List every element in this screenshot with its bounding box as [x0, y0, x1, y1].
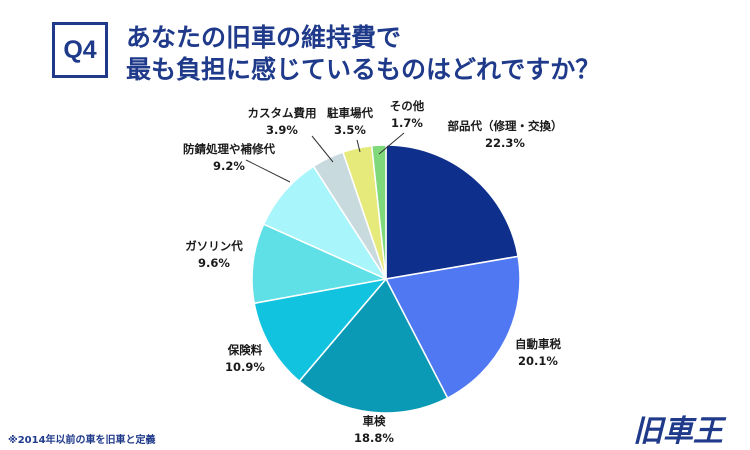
slice-label-1: 部品代（修理・交換）: [448, 119, 563, 133]
pie-slice-1: [385, 144, 519, 280]
slice-value-9: 1.7%: [391, 116, 423, 130]
slice-value-4: 10.9%: [225, 360, 265, 374]
slice-value-2: 20.1%: [518, 354, 558, 368]
pie-slice-5: [251, 223, 389, 305]
slice-label-5: ガソリン代: [185, 239, 243, 253]
question-title-line-1: あなたの旧車の維持費で: [126, 23, 402, 52]
slice-label-2: 自動車税: [515, 337, 561, 351]
pie-slice-2: [384, 255, 521, 400]
brand-logo: 旧車王: [619, 412, 737, 448]
slice-label-8: 駐車場代: [327, 106, 373, 120]
pie-slice-4: [253, 277, 388, 383]
leader-line-8: [356, 139, 361, 153]
slice-label-4: 保険料: [227, 343, 263, 357]
pie-slice-9: [370, 144, 387, 280]
brand-logo-text: 旧車王: [633, 414, 727, 448]
slice-label-6: 防錆処理や補修代: [183, 142, 275, 156]
pie-slice-3: [298, 277, 449, 414]
slice-value-8: 3.5%: [334, 123, 366, 137]
question-title: あなたの旧車の維持費で 最も負担に感じているものはどれですか？: [126, 22, 726, 86]
slice-label-7: カスタム費用: [248, 106, 317, 120]
leader-line-7: [311, 135, 334, 163]
slice-value-3: 18.8%: [354, 431, 394, 445]
leader-line-9: [378, 132, 405, 155]
question-title-line-2: 最も負担に感じているものはどれですか？: [126, 55, 601, 84]
slice-value-5: 9.6%: [198, 256, 230, 270]
leader-line-6: [245, 159, 291, 183]
footnote: ※2014年以前の車を旧車と定義: [8, 435, 156, 446]
slice-label-9: その他: [390, 99, 425, 113]
slice-label-3: 車検: [363, 414, 386, 428]
pie-slice-6: [262, 165, 388, 281]
slice-value-7: 3.9%: [266, 123, 298, 137]
slice-value-6: 9.2%: [213, 159, 245, 173]
question-badge: Q4: [52, 22, 108, 78]
slice-value-1: 22.3%: [485, 136, 525, 150]
